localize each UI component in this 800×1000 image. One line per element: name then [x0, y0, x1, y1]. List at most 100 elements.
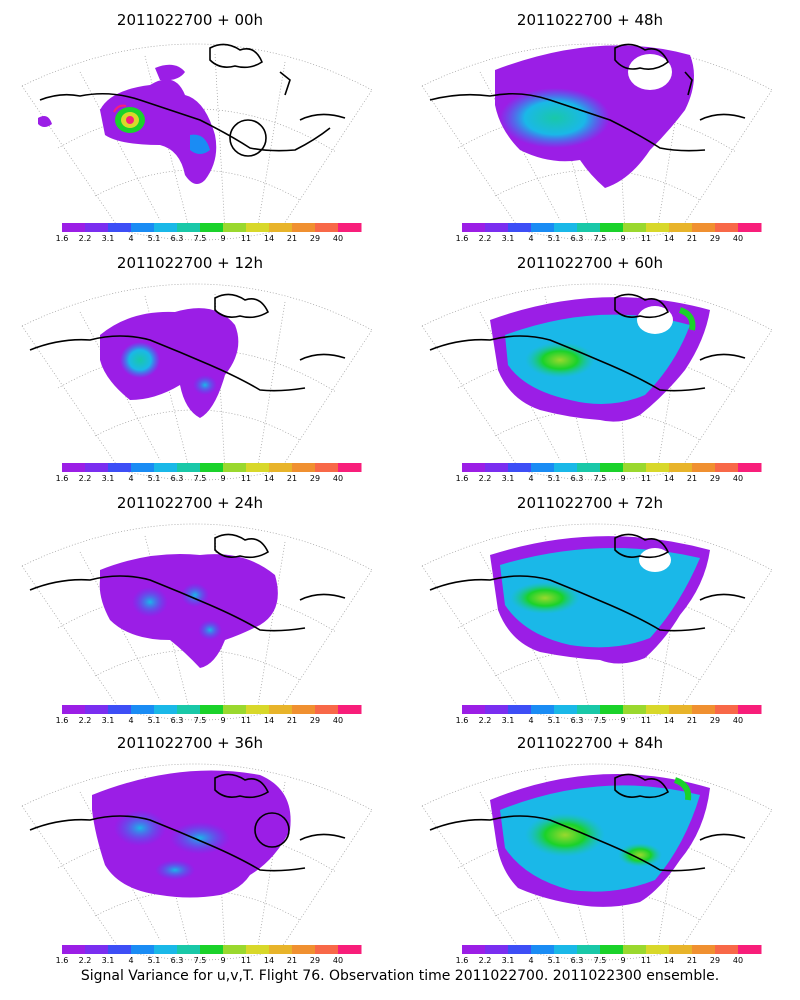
colorbar-tick-label: 40 [333, 956, 343, 965]
panel-title: 2011022700 + 24h [117, 494, 263, 512]
colorbar-swatch [85, 705, 109, 714]
colorbar-swatch [131, 463, 155, 472]
colorbar-swatch [577, 463, 601, 472]
colorbar-tick-label: 14 [264, 716, 274, 725]
colorbar-tick-label: 4 [528, 716, 533, 725]
colorbar-swatch [462, 223, 486, 232]
colorbar-tick-label: 6.3 [571, 474, 584, 483]
colorbar-swatch [623, 463, 647, 472]
panel-12h: 2011022700 + 12h [21, 254, 373, 481]
colorbar-tick-label: 5.1 [548, 956, 561, 965]
colorbar: 1.6 2.2 3.1 4 5.1 6.3 7.5 9 11 14 21 29 40 [456, 705, 762, 725]
colorbar-swatch [485, 223, 509, 232]
colorbar-swatch [315, 705, 339, 714]
colorbar-swatch [577, 223, 601, 232]
colorbar-tick-label: 6.3 [171, 234, 184, 243]
colorbar-tick-label: 9 [620, 956, 625, 965]
colorbar-tick-label: 3.1 [102, 234, 115, 243]
colorbar-swatch [338, 945, 362, 954]
colorbar-swatch [646, 705, 670, 714]
panel-title: 2011022700 + 12h [117, 254, 263, 272]
colorbar-swatch [269, 223, 293, 232]
colorbar-swatch [485, 945, 509, 954]
colorbar-tick-label: 40 [733, 234, 743, 243]
panel-title: 2011022700 + 36h [117, 734, 263, 752]
colorbar-swatch [338, 463, 362, 472]
colorbar-swatch [315, 463, 339, 472]
colorbar-swatch [531, 223, 555, 232]
colorbar-tick-label: 40 [733, 474, 743, 483]
variance-field [38, 64, 217, 184]
colorbar-swatch [692, 945, 716, 954]
colorbar-tick-label: 6.3 [171, 474, 184, 483]
colorbar-swatch [223, 705, 247, 714]
variance-field [92, 770, 291, 898]
colorbar-swatch [715, 705, 739, 714]
colorbar-tick-label: 14 [264, 474, 274, 483]
colorbar-swatch [108, 223, 132, 232]
colorbar-swatch [154, 223, 178, 232]
colorbar-tick-label: 2.2 [79, 234, 92, 243]
panel-72h: 2011022700 + 72h [421, 494, 773, 721]
colorbar-swatch [646, 463, 670, 472]
colorbar-swatch [554, 463, 578, 472]
colorbar-tick-label: 11 [641, 956, 651, 965]
colorbar-swatch [738, 223, 762, 232]
colorbar-swatch [315, 223, 339, 232]
colorbar-swatch [223, 463, 247, 472]
colorbar-tick-label: 4 [128, 234, 133, 243]
colorbar-tick-label: 6.3 [171, 716, 184, 725]
colorbar-tick-label: 7.5 [194, 956, 207, 965]
colorbar-tick-label: 7.5 [594, 234, 607, 243]
colorbar-tick-label: 5.1 [148, 234, 161, 243]
colorbar-tick-label: 2.2 [479, 234, 492, 243]
colorbar-swatch [738, 463, 762, 472]
colorbar-tick-label: 2.2 [479, 474, 492, 483]
colorbar-tick-label: 4 [128, 716, 133, 725]
colorbar-swatch [462, 945, 486, 954]
colorbar-tick-label: 21 [687, 716, 697, 725]
colorbar-swatch [577, 705, 601, 714]
coastlines [429, 43, 746, 152]
colorbar-swatch [292, 463, 316, 472]
colorbar-tick-label: 21 [687, 956, 697, 965]
colorbar-swatch [531, 705, 555, 714]
coastlines [39, 43, 346, 157]
colorbar-tick-label: 9 [620, 474, 625, 483]
colorbar-tick-label: 4 [128, 956, 133, 965]
colorbar-swatch [85, 945, 109, 954]
colorbar-swatch [246, 705, 270, 714]
colorbar: 1.6 2.2 3.1 4 5.1 6.3 7.5 9 11 14 21 29 40 [56, 705, 362, 725]
colorbar-tick-label: 7.5 [194, 474, 207, 483]
colorbar-tick-label: 2.2 [79, 716, 92, 725]
colorbar-tick-label: 4 [528, 956, 533, 965]
colorbar-swatch [715, 945, 739, 954]
colorbar-tick-label: 29 [710, 956, 720, 965]
colorbar-tick-label: 11 [641, 474, 651, 483]
colorbar-swatch [554, 705, 578, 714]
colorbar-tick-label: 40 [333, 474, 343, 483]
colorbar-tick-label: 7.5 [194, 234, 207, 243]
colorbar-swatch [85, 463, 109, 472]
colorbar-tick-label: 9 [220, 716, 225, 725]
colorbar-tick-label: 14 [264, 956, 274, 965]
colorbar-swatch [692, 705, 716, 714]
colorbar-swatch [131, 945, 155, 954]
colorbar-swatch [85, 223, 109, 232]
colorbar-tick-label: 2.2 [79, 474, 92, 483]
colorbar-tick-label: 3.1 [102, 474, 115, 483]
colorbar-tick-label: 5.1 [548, 474, 561, 483]
colorbar: 1.6 2.2 3.1 4 5.1 6.3 7.5 9 11 14 21 29 40 [456, 945, 762, 965]
colorbar: 1.6 2.2 3.1 4 5.1 6.3 7.5 9 11 14 21 29 40 [56, 463, 362, 483]
colorbar-swatch [508, 945, 532, 954]
colorbar-swatch [108, 705, 132, 714]
colorbar-swatch [269, 945, 293, 954]
panel-title: 2011022700 + 60h [517, 254, 663, 272]
colorbar-swatch [738, 945, 762, 954]
colorbar-swatch [246, 945, 270, 954]
colorbar-tick-label: 11 [241, 234, 251, 243]
panel-60h: 2011022700 + 60h [421, 254, 773, 481]
colorbar-tick-label: 11 [241, 474, 251, 483]
panel-title: 2011022700 + 72h [517, 494, 663, 512]
